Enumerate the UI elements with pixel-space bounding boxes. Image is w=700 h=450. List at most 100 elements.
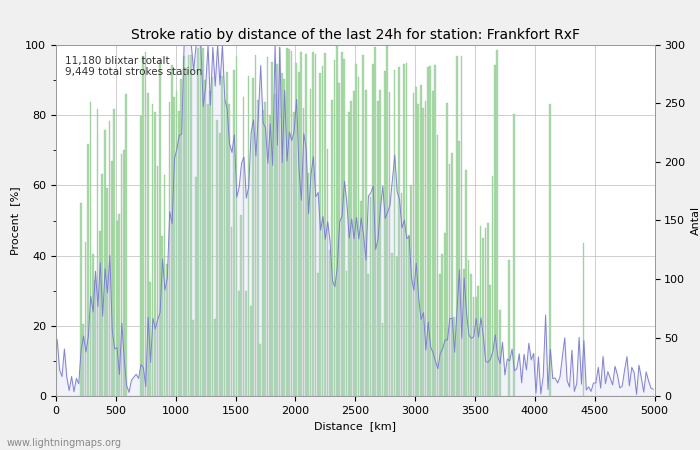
Bar xyxy=(238,291,239,396)
Bar xyxy=(83,324,84,396)
Bar xyxy=(298,72,300,396)
Bar xyxy=(470,274,472,396)
Bar xyxy=(360,202,362,396)
Bar xyxy=(475,297,477,396)
Bar xyxy=(288,49,290,396)
Bar xyxy=(473,297,475,396)
Bar xyxy=(216,120,218,396)
Bar xyxy=(456,56,458,396)
Bar xyxy=(466,171,467,396)
Bar xyxy=(199,46,202,396)
Bar xyxy=(171,65,173,396)
Bar xyxy=(274,94,276,396)
Bar xyxy=(108,121,111,396)
Bar xyxy=(102,174,103,396)
Bar xyxy=(489,284,491,396)
Bar xyxy=(331,100,333,396)
Bar xyxy=(482,238,484,396)
Bar xyxy=(374,47,376,396)
Bar xyxy=(186,68,187,396)
Bar xyxy=(463,269,465,396)
Bar xyxy=(281,72,283,396)
Bar xyxy=(87,144,89,396)
Bar xyxy=(233,70,235,396)
Bar xyxy=(432,91,433,396)
Bar xyxy=(310,89,312,396)
Bar xyxy=(499,310,500,396)
Bar xyxy=(260,344,261,396)
Bar xyxy=(413,93,414,396)
Bar xyxy=(442,254,443,396)
Bar xyxy=(468,260,470,396)
Bar xyxy=(262,110,264,396)
Bar xyxy=(393,70,395,396)
Bar xyxy=(204,80,206,396)
Bar xyxy=(487,224,489,396)
Bar xyxy=(437,135,438,396)
Bar xyxy=(329,250,330,396)
Bar xyxy=(219,133,220,396)
Bar xyxy=(334,60,335,396)
Title: Stroke ratio by distance of the last 24h for station: Frankfort RxF: Stroke ratio by distance of the last 24h… xyxy=(131,28,580,42)
Bar xyxy=(458,141,460,396)
Bar xyxy=(348,112,350,396)
Bar xyxy=(434,65,436,396)
Bar xyxy=(214,319,216,396)
Bar xyxy=(302,108,304,396)
Bar xyxy=(346,271,347,396)
Bar xyxy=(159,60,161,396)
Bar xyxy=(461,56,462,396)
Bar xyxy=(183,56,185,396)
Bar xyxy=(444,233,446,396)
Bar xyxy=(142,56,144,396)
Bar xyxy=(355,64,357,396)
Bar xyxy=(449,164,450,396)
Bar xyxy=(425,101,426,396)
Bar xyxy=(405,63,407,396)
Bar xyxy=(92,253,94,396)
Bar xyxy=(248,76,249,396)
Bar xyxy=(147,93,148,396)
Bar xyxy=(106,188,108,396)
Bar xyxy=(430,66,431,396)
Y-axis label: Antal: Antal xyxy=(691,206,700,235)
Bar xyxy=(221,76,223,396)
Bar xyxy=(190,55,192,396)
Bar xyxy=(176,91,177,396)
Bar xyxy=(255,55,256,396)
Bar xyxy=(389,92,391,396)
Bar xyxy=(384,72,386,396)
Bar xyxy=(377,101,379,396)
Bar xyxy=(223,100,225,396)
Bar xyxy=(427,67,429,396)
Bar xyxy=(99,231,101,396)
Bar xyxy=(358,77,359,396)
Bar xyxy=(295,63,297,396)
Bar xyxy=(145,52,146,396)
Bar xyxy=(382,323,384,396)
Bar xyxy=(300,52,302,396)
Bar xyxy=(257,100,259,396)
Bar xyxy=(343,58,345,396)
Bar xyxy=(125,94,127,396)
Bar xyxy=(454,317,455,396)
Bar xyxy=(206,104,209,396)
Bar xyxy=(293,112,295,396)
Bar xyxy=(265,103,266,396)
Bar xyxy=(339,83,340,396)
Bar xyxy=(149,282,151,396)
Bar xyxy=(245,291,247,396)
Bar xyxy=(97,108,99,396)
Bar xyxy=(391,253,393,396)
Bar xyxy=(252,78,254,396)
Bar xyxy=(235,56,237,396)
Bar xyxy=(317,273,318,396)
Bar xyxy=(403,63,405,396)
Bar xyxy=(398,67,400,396)
Bar xyxy=(368,274,369,396)
Legend: Stroke ratio station Frankfort RxF, Totalt antal blixtar: Stroke ratio station Frankfort RxF, Tota… xyxy=(129,448,486,450)
Bar xyxy=(494,65,496,396)
Bar xyxy=(116,221,118,396)
Bar xyxy=(113,108,116,396)
Bar xyxy=(166,264,168,396)
